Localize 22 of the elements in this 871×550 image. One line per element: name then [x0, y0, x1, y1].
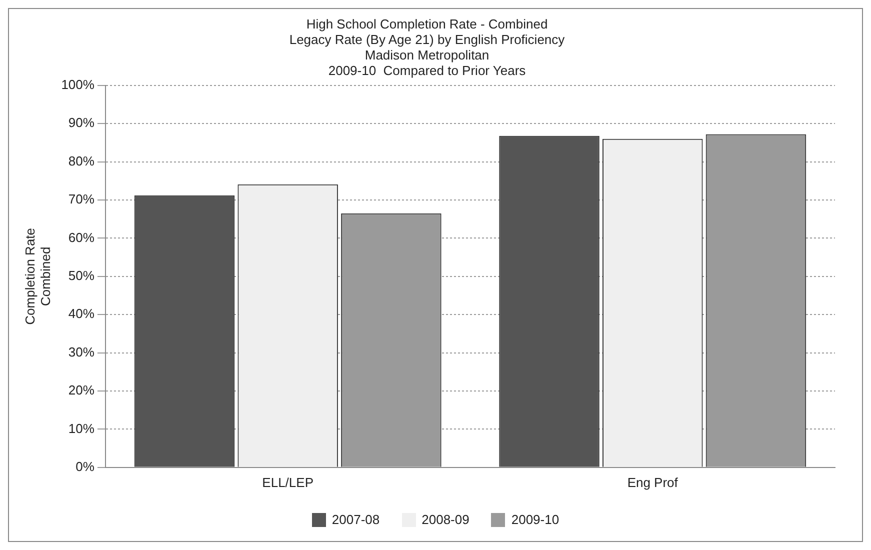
- x-tick-label: ELL/LEP: [262, 474, 314, 490]
- text: Legacy Rate (By Age 21) by English Proficiency: [289, 32, 565, 47]
- y-tick-label: 100%: [61, 76, 95, 92]
- text: Combined: [38, 246, 53, 306]
- y-tick-label: 10%: [68, 420, 95, 436]
- text: 2009-10 Compared to Prior Years: [328, 63, 526, 78]
- y-tick-label: 40%: [68, 306, 95, 322]
- legend-label: 2008-09: [422, 512, 470, 527]
- y-tick-label: 70%: [68, 192, 95, 207]
- y-tick-label: 90%: [68, 115, 95, 130]
- y-tick-label: 30%: [68, 344, 95, 360]
- y-tick-label: 80%: [68, 153, 95, 168]
- text: Completion Rate: [22, 228, 38, 325]
- y-tick-label: 0%: [76, 458, 95, 474]
- legend-label: 2009-10: [511, 512, 560, 527]
- y-tick-label: 50%: [68, 268, 95, 283]
- y-tick-label: 60%: [68, 230, 95, 245]
- legend-label: 2007-08: [332, 512, 380, 527]
- y-tick-label: 20%: [68, 382, 95, 398]
- x-tick-label: Eng Prof: [627, 474, 678, 490]
- text: Madison Metropolitan: [364, 48, 490, 63]
- text: High School Completion Rate - Combined: [306, 16, 548, 32]
